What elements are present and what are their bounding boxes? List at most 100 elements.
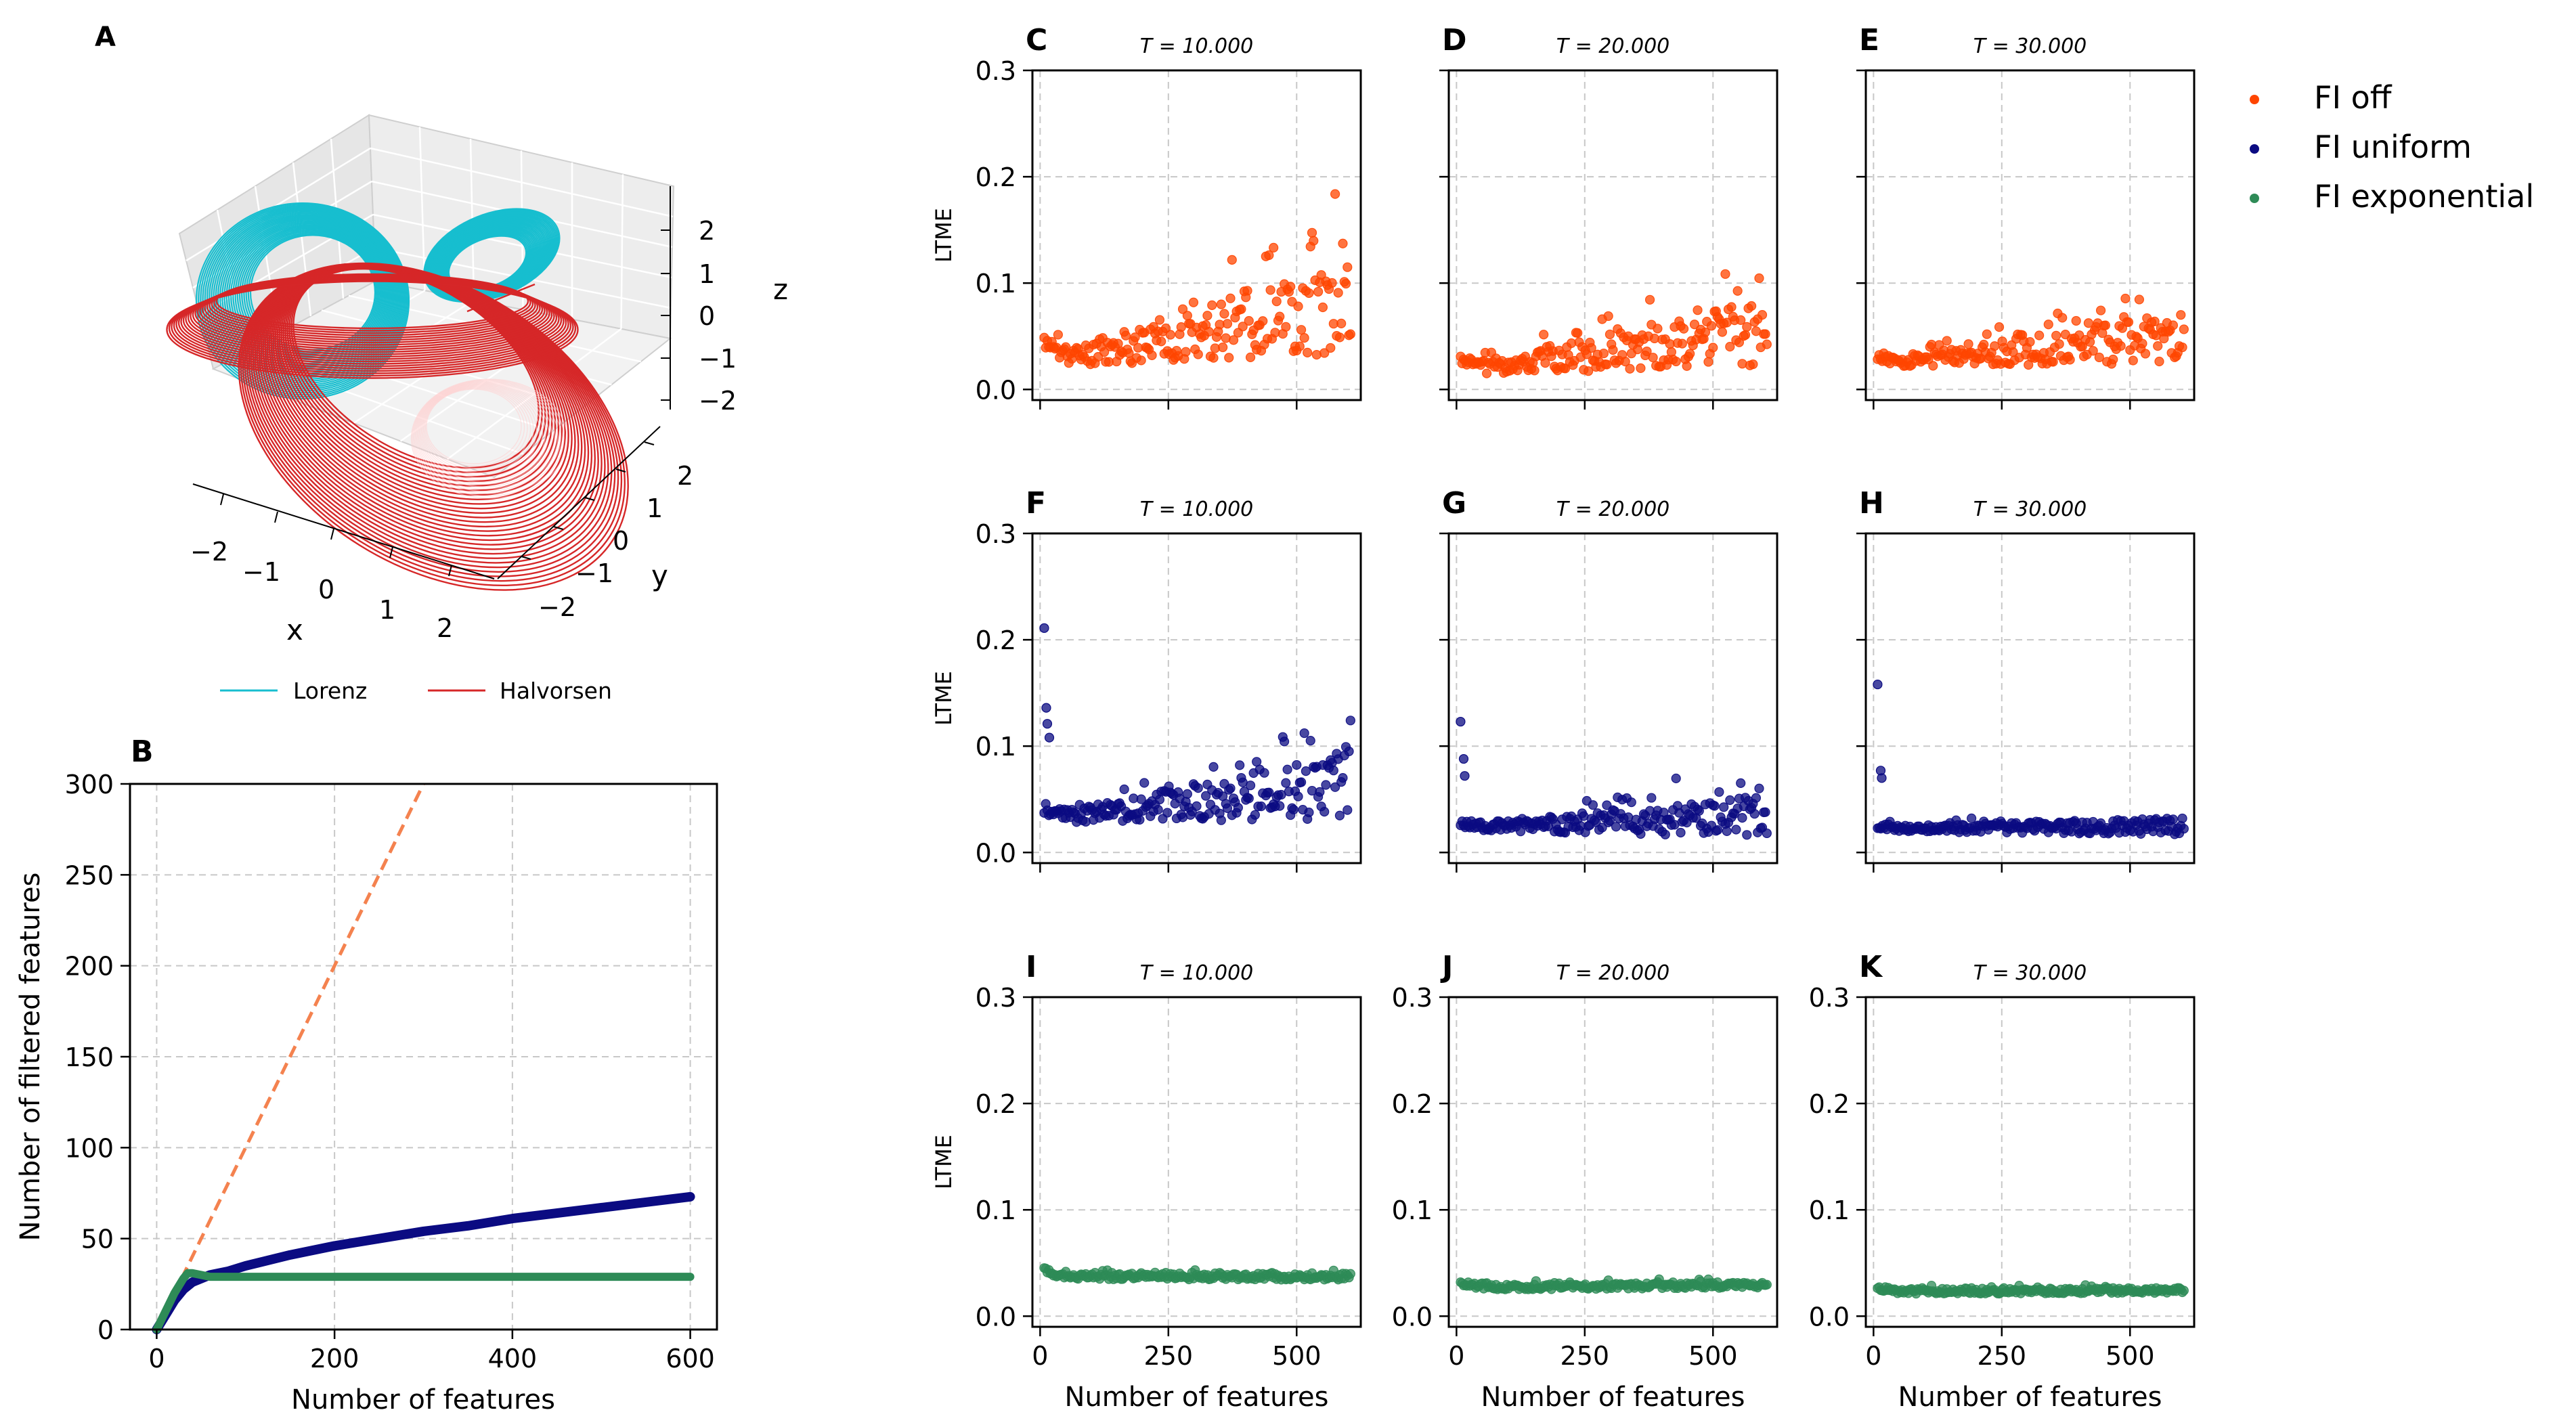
x-tick-label: −1 [242,557,280,587]
data-point [1265,285,1275,295]
data-point [1304,808,1314,818]
y-tick-label: 50 [81,1225,114,1254]
y-tick-label: 0.0 [976,838,1016,868]
data-point [1281,322,1291,332]
data-point [1757,309,1768,320]
data-point [1720,269,1730,279]
data-point [1994,322,2005,332]
data-point [1292,760,1302,770]
data-point [1736,778,1746,788]
data-point [2048,357,2058,367]
data-point [1636,363,1646,373]
data-point [1307,227,1317,238]
data-point [1293,301,1303,311]
legend-fi-off-marker [2250,95,2259,104]
data-point [1540,358,1550,368]
y-tick [521,556,531,560]
y-tick [615,468,626,473]
data-point [2094,352,2104,363]
pane-grid-line [620,174,624,329]
y-tick-label: 0.1 [1809,1195,1850,1225]
legend-a: Lorenz Halvorsen [220,678,612,704]
data-point-outlier [1460,771,1470,781]
data-point [1712,825,1723,835]
halvorsen-highlight [410,378,568,499]
data-point [1309,236,1319,246]
data-point [1130,332,1140,343]
data-point [1192,801,1202,811]
data-point [1342,805,1353,815]
panel-title: T = 10.000 [1140,35,1254,58]
data-point [2034,330,2045,341]
y-tick-label: 0.1 [976,1195,1016,1225]
data-point [1611,822,1621,832]
data-point [1294,341,1305,351]
data-point [2071,315,2081,326]
panel-i: 0.0 0.1 0.2 0.3 0 250 500 I T = 10.000 LTME Number… [931,950,1362,1413]
pane-grid-line [418,127,426,291]
panel-title: T = 20.000 [1556,498,1670,521]
lorenz-loop [200,204,408,396]
data-point-outlier [1044,732,1055,743]
x-tick-label: 250 [1560,1341,1610,1371]
x-tick [389,546,393,558]
data-point [1321,780,1331,790]
data-point [1271,297,1282,307]
x-tick-label: 0 [318,575,334,605]
y-tick [553,526,564,530]
data-point [2179,1286,2189,1296]
data-point [1207,300,1217,310]
data-point [1762,339,1772,349]
data-point [1256,801,1267,812]
data-point [2083,318,2093,328]
data-point [1202,311,1213,321]
data-point [1299,333,1309,343]
pane-grid-line [370,147,674,218]
y-tick-label: 0.0 [1392,1302,1433,1332]
x-tick-label: 0 [1865,1341,1881,1371]
data-point [1245,352,1256,362]
halvorsen-highlight [424,388,525,467]
scatter-grid: 0.0 0.1 0.2 0.3 C T = 10.000 LTME D T = 20.000 E T… [931,23,2196,1413]
data-point [1317,302,1328,313]
data-point [1342,262,1353,272]
data-point [1748,359,1758,370]
data-point [1760,329,1770,339]
data-point [1303,347,1313,357]
data-point [1139,778,1150,788]
halvorsen-loop [166,280,579,379]
data-point [1328,766,1338,776]
data-point [1678,324,1689,334]
pane-grid-line [372,213,672,279]
panel-b-series [152,783,695,1334]
pane-grid-line [292,162,312,317]
data-point [1228,335,1239,345]
data-point [1740,330,1751,340]
data-point [1264,250,1274,261]
data-point [1193,349,1203,359]
data-point [1099,347,1110,357]
scatter-points [1039,1263,1355,1285]
y-tick-label: 0.1 [976,269,1016,299]
y-tick-label: 0.2 [976,625,1016,655]
panel-letter: G [1442,486,1466,521]
panel-title: T = 30.000 [1973,35,2087,58]
x-tick-label: 200 [310,1344,359,1374]
data-point [1754,783,1764,793]
data-point [2177,813,2187,824]
panel-g: G T = 20.000 [1439,486,1778,873]
data-point [1726,302,1737,312]
data-point [1722,826,1732,836]
data-point [2100,320,2110,330]
scatter-points [1039,189,1355,370]
pane-grid-line [185,147,371,262]
panel-title: T = 10.000 [1140,961,1254,985]
panel-a-letter: A [95,22,116,53]
panel-f: 0.0 0.1 0.2 0.3 F T = 10.000 LTME [931,486,1362,873]
data-point-outlier [1456,716,1466,727]
data-point [1636,829,1646,839]
data-point [2154,356,2164,367]
panel-letter: C [1026,23,1047,58]
data-point [2168,320,2179,330]
data-point [1604,329,1615,340]
